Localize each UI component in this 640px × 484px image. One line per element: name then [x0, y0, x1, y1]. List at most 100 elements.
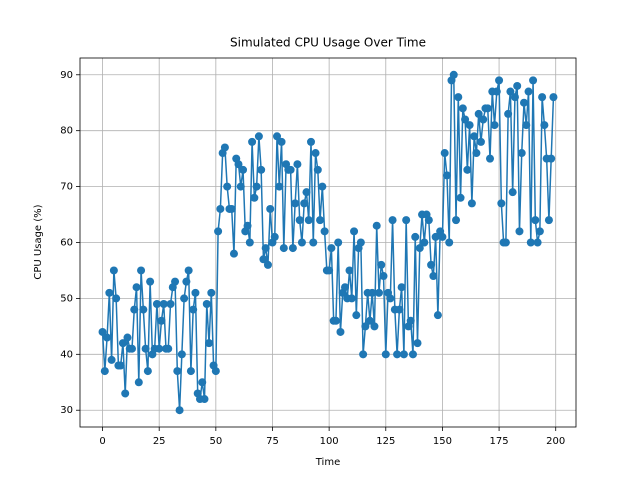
data-point [449, 70, 458, 79]
data-point [130, 305, 139, 314]
chart-title: Simulated CPU Usage Over Time [230, 36, 426, 50]
data-point [248, 137, 257, 146]
data-point [216, 204, 225, 213]
data-point [386, 294, 395, 303]
x-tick-label: 125 [376, 436, 395, 447]
data-point [327, 244, 336, 253]
x-axis-label: Time [315, 457, 340, 468]
data-point [279, 244, 288, 253]
data-point [544, 216, 553, 225]
data-point [166, 300, 175, 308]
data-point [304, 216, 313, 225]
data-point [549, 93, 558, 102]
data-point [393, 350, 402, 359]
data-point [159, 300, 168, 308]
data-point [257, 165, 266, 174]
data-point [291, 199, 300, 208]
data-point [395, 305, 404, 314]
x-tick-label: 100 [320, 436, 339, 447]
data-point [420, 238, 429, 247]
y-axis-label: CPU Usage (%) [33, 204, 44, 279]
y-tick-label: 80 [60, 126, 73, 137]
data-point [263, 260, 272, 269]
data-point [470, 132, 479, 141]
data-point [98, 327, 107, 336]
data-point [318, 182, 327, 191]
x-tick-label: 25 [153, 436, 166, 447]
data-point [236, 182, 245, 191]
data-point [538, 93, 547, 102]
data-point [490, 121, 499, 130]
data-point [513, 81, 522, 90]
data-point [112, 294, 121, 303]
data-point [211, 367, 220, 376]
data-point [152, 300, 161, 308]
data-point [202, 300, 211, 308]
y-tick-label: 30 [60, 405, 73, 416]
x-tick-label: 200 [546, 436, 565, 447]
data-point [100, 367, 109, 376]
data-point [463, 165, 472, 174]
data-point [372, 221, 381, 230]
data-point [399, 350, 408, 359]
data-point [266, 204, 275, 213]
data-point [175, 406, 184, 415]
data-point [252, 182, 261, 191]
data-point [309, 238, 318, 247]
data-point [379, 272, 388, 281]
data-point [431, 232, 440, 241]
data-point [189, 305, 198, 314]
data-point [316, 216, 325, 225]
data-point [286, 165, 295, 174]
data-point [359, 350, 368, 359]
data-point [388, 216, 397, 225]
data-point [239, 165, 248, 174]
data-point [508, 188, 517, 197]
data-point [275, 182, 284, 191]
data-point [288, 244, 297, 253]
data-point [245, 238, 254, 247]
data-point [467, 199, 476, 208]
data-point [146, 277, 155, 286]
y-tick-label: 60 [60, 238, 73, 249]
y-tick-label: 70 [60, 182, 73, 193]
data-point [413, 339, 422, 348]
data-point [427, 260, 436, 269]
data-point [320, 227, 329, 236]
data-point [336, 327, 345, 336]
data-point [486, 154, 495, 163]
data-point [535, 227, 544, 236]
data-point [134, 378, 143, 387]
data-point [250, 193, 259, 202]
data-point [116, 361, 125, 370]
data-point [381, 350, 390, 359]
data-point [121, 389, 130, 398]
x-tick-label: 75 [266, 436, 279, 447]
data-point [182, 277, 191, 286]
data-point [347, 294, 356, 303]
data-point [424, 216, 433, 225]
data-point [540, 121, 549, 130]
data-point [461, 115, 470, 124]
data-point [157, 316, 166, 325]
y-tick-label: 40 [60, 349, 73, 360]
data-point [139, 305, 148, 314]
data-point [254, 132, 263, 141]
data-point [340, 283, 349, 292]
data-point [295, 216, 304, 225]
data-point [445, 238, 454, 247]
data-point [191, 288, 200, 297]
data-point [495, 76, 504, 85]
data-point [529, 76, 538, 85]
data-point [474, 109, 483, 118]
data-point [402, 216, 411, 225]
data-point [214, 227, 223, 236]
data-point [325, 266, 334, 275]
data-point [109, 266, 118, 275]
data-point [184, 266, 193, 275]
data-point [141, 344, 150, 353]
data-point [429, 272, 438, 281]
plot-frame [79, 57, 577, 428]
